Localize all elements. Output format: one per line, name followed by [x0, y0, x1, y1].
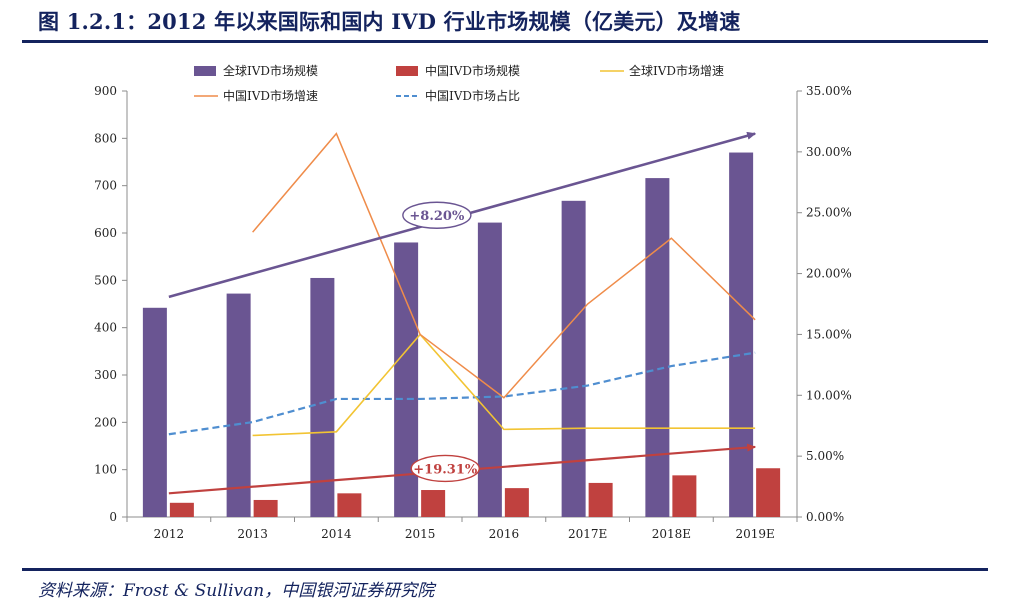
- legend-label: 中国IVD市场规模: [425, 63, 520, 78]
- bar-china-ivd-market: [421, 490, 446, 517]
- bar-china-ivd-market: [169, 502, 194, 517]
- right-tick-label: 10.00%: [806, 388, 852, 402]
- cagr-oval-global: [402, 201, 472, 229]
- bar-global-ivd-market: [477, 222, 502, 517]
- bar-china-ivd-market: [672, 475, 697, 517]
- x-tick-label: 2016: [489, 527, 520, 541]
- bar-china-ivd-market: [504, 488, 529, 517]
- x-tick-label: 2017E: [568, 527, 607, 541]
- x-tick-label: 2015: [405, 527, 436, 541]
- legend-label: 中国IVD市场增速: [223, 88, 318, 103]
- left-tick-label: 600: [94, 226, 117, 240]
- left-tick-label: 200: [94, 415, 117, 429]
- right-tick-label: 30.00%: [806, 145, 852, 159]
- bar-china-ivd-market: [756, 468, 781, 517]
- right-tick-label: 5.00%: [806, 449, 844, 463]
- cagr-label-global: +8.20%: [409, 209, 465, 224]
- right-tick-label: 15.00%: [806, 327, 852, 341]
- left-tick-label: 700: [94, 179, 117, 193]
- bars: [142, 152, 781, 518]
- right-tick-label: 20.00%: [806, 267, 852, 281]
- bar-global-ivd-market: [226, 293, 251, 517]
- bar-china-ivd-market: [253, 499, 278, 517]
- right-tick-label: 0.00%: [806, 510, 844, 524]
- cagr-oval-china: [410, 454, 480, 483]
- legend-label: 全球IVD市场增速: [629, 63, 724, 78]
- x-tick-label: 2013: [237, 527, 268, 541]
- left-tick-label: 800: [94, 131, 117, 145]
- right-tick-label: 25.00%: [806, 206, 852, 220]
- right-tick-label: 35.00%: [806, 84, 852, 98]
- legend-item-global-growth: 全球IVD市场增速: [600, 63, 724, 78]
- bar-china-ivd-market: [588, 482, 613, 517]
- annotations: +8.20% +19.31%: [168, 131, 757, 495]
- legend-item-china-growth: 中国IVD市场增速: [194, 88, 318, 103]
- left-tick-label: 300: [94, 368, 117, 382]
- bar-global-ivd-market: [310, 277, 335, 517]
- left-tick-label: 400: [94, 321, 117, 335]
- bottom-divider: [22, 568, 988, 571]
- bar-global-ivd-market: [142, 307, 167, 517]
- lines: [168, 132, 756, 437]
- legend-item-china-market: 中国IVD市场规模: [396, 63, 520, 78]
- legend-item-global-market: 全球IVD市场规模: [194, 63, 318, 78]
- bar-china-ivd-market: [337, 493, 362, 517]
- left-tick-label: 500: [94, 273, 117, 287]
- source-note: 资料来源：Frost & Sullivan，中国银河证券研究院: [38, 581, 435, 601]
- legend-label: 全球IVD市场规模: [223, 63, 318, 78]
- x-tick-label: 2012: [154, 527, 185, 541]
- x-tick-label: 2014: [321, 527, 352, 541]
- left-tick-label: 900: [94, 84, 117, 98]
- left-tick-label: 100: [94, 463, 117, 477]
- legend-swatch: [396, 66, 418, 76]
- cagr-label-china: +19.31%: [413, 462, 478, 477]
- legend-swatch: [194, 66, 216, 76]
- legend-item-china-share: 中国IVD市场占比: [396, 88, 520, 103]
- bar-global-ivd-market: [561, 200, 586, 517]
- bar-global-ivd-market: [729, 152, 754, 518]
- top-divider: [22, 40, 988, 43]
- legend-label: 中国IVD市场占比: [425, 88, 520, 103]
- bar-global-ivd-market: [645, 178, 670, 518]
- left-tick-label: 0: [109, 510, 117, 524]
- x-tick-label: 2018E: [652, 527, 691, 541]
- x-tick-label: 2019E: [735, 527, 774, 541]
- figure-title: 图 1.2.1：2012 年以来国际和国内 IVD 行业市场规模（亿美元）及增速: [38, 9, 741, 34]
- line-china-share: [168, 351, 756, 436]
- axes: 0 100 200 300 400 500 600 700 800 900 0.00% 5.00% 10…: [94, 84, 852, 541]
